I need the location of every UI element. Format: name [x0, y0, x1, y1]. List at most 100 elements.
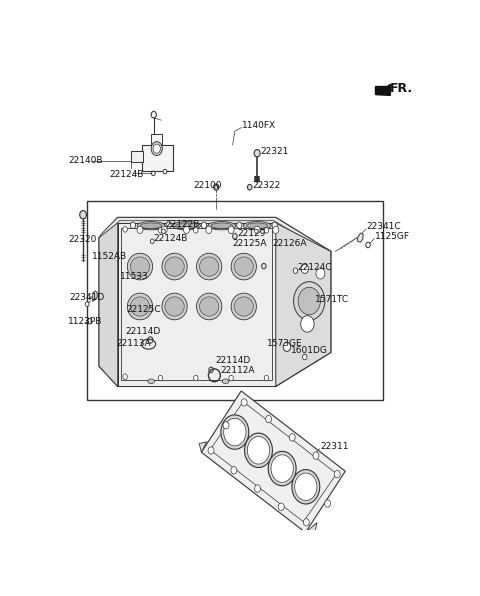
- Polygon shape: [305, 523, 317, 532]
- Polygon shape: [118, 223, 276, 386]
- Ellipse shape: [243, 222, 271, 230]
- Ellipse shape: [165, 297, 184, 316]
- Circle shape: [278, 503, 284, 510]
- Ellipse shape: [130, 297, 150, 316]
- Circle shape: [183, 226, 190, 234]
- Text: 22311: 22311: [321, 442, 349, 451]
- Ellipse shape: [268, 451, 296, 486]
- Circle shape: [151, 111, 156, 118]
- Circle shape: [208, 447, 214, 454]
- Text: 22122B: 22122B: [165, 220, 199, 229]
- Ellipse shape: [211, 223, 233, 228]
- Bar: [87, 201, 383, 400]
- Circle shape: [166, 222, 171, 228]
- Ellipse shape: [244, 433, 273, 467]
- Circle shape: [265, 415, 272, 423]
- Circle shape: [283, 342, 290, 352]
- Text: 22112A: 22112A: [221, 366, 255, 375]
- Circle shape: [254, 226, 260, 234]
- Circle shape: [273, 226, 279, 234]
- Circle shape: [209, 367, 213, 372]
- Polygon shape: [276, 223, 331, 386]
- Ellipse shape: [176, 223, 197, 228]
- Bar: [375, 86, 389, 94]
- Circle shape: [158, 375, 163, 381]
- Ellipse shape: [162, 253, 187, 280]
- Circle shape: [163, 169, 167, 174]
- Circle shape: [137, 226, 143, 234]
- Text: 22320: 22320: [68, 235, 96, 244]
- Ellipse shape: [246, 223, 268, 228]
- Ellipse shape: [224, 418, 246, 446]
- Circle shape: [301, 264, 309, 274]
- Ellipse shape: [196, 253, 222, 280]
- Circle shape: [130, 222, 135, 228]
- Ellipse shape: [200, 297, 219, 316]
- Circle shape: [254, 485, 261, 492]
- Circle shape: [151, 142, 162, 156]
- Ellipse shape: [208, 222, 236, 230]
- Circle shape: [272, 222, 277, 228]
- Circle shape: [123, 226, 127, 232]
- Text: 11533: 11533: [120, 272, 149, 281]
- Circle shape: [206, 226, 212, 234]
- Circle shape: [289, 434, 295, 441]
- Text: 22124B: 22124B: [154, 234, 188, 243]
- Circle shape: [300, 316, 314, 332]
- Ellipse shape: [127, 293, 153, 320]
- Text: 1125GF: 1125GF: [375, 232, 410, 241]
- Text: 22322: 22322: [252, 181, 281, 190]
- Ellipse shape: [196, 293, 222, 320]
- Circle shape: [214, 184, 219, 190]
- Circle shape: [152, 171, 155, 176]
- Circle shape: [241, 399, 247, 406]
- Circle shape: [193, 228, 198, 233]
- Ellipse shape: [162, 293, 187, 320]
- Polygon shape: [358, 233, 363, 242]
- Circle shape: [248, 184, 252, 190]
- Circle shape: [324, 500, 331, 507]
- Circle shape: [153, 144, 160, 153]
- Circle shape: [294, 282, 325, 320]
- Text: 22114D: 22114D: [216, 356, 251, 365]
- Polygon shape: [99, 218, 331, 386]
- Circle shape: [237, 222, 242, 228]
- Ellipse shape: [148, 379, 155, 384]
- Text: 1123PB: 1123PB: [68, 316, 103, 325]
- Ellipse shape: [172, 222, 201, 230]
- Circle shape: [202, 222, 206, 228]
- Circle shape: [313, 452, 319, 460]
- Ellipse shape: [137, 222, 165, 230]
- Circle shape: [150, 239, 154, 244]
- Polygon shape: [93, 291, 97, 302]
- Polygon shape: [376, 85, 390, 95]
- Ellipse shape: [222, 379, 229, 384]
- Circle shape: [293, 268, 298, 274]
- FancyBboxPatch shape: [142, 145, 173, 170]
- Circle shape: [264, 228, 269, 233]
- Ellipse shape: [130, 257, 150, 276]
- Circle shape: [80, 210, 86, 219]
- Circle shape: [85, 302, 89, 306]
- Ellipse shape: [200, 257, 219, 276]
- Ellipse shape: [247, 436, 270, 464]
- Ellipse shape: [140, 223, 162, 228]
- Circle shape: [158, 228, 163, 233]
- Text: 22125C: 22125C: [126, 305, 161, 313]
- Circle shape: [231, 467, 237, 474]
- Ellipse shape: [234, 257, 253, 276]
- Circle shape: [366, 242, 370, 248]
- Text: 22126A: 22126A: [273, 238, 307, 248]
- Circle shape: [148, 337, 153, 343]
- Ellipse shape: [165, 257, 184, 276]
- Text: 1571TC: 1571TC: [315, 294, 349, 303]
- Polygon shape: [103, 221, 327, 254]
- Circle shape: [233, 234, 237, 239]
- Ellipse shape: [295, 473, 317, 501]
- Circle shape: [316, 268, 325, 279]
- Circle shape: [264, 375, 269, 381]
- Text: 22125A: 22125A: [232, 238, 266, 248]
- Bar: [151, 134, 162, 145]
- Circle shape: [161, 226, 167, 234]
- Circle shape: [303, 519, 309, 526]
